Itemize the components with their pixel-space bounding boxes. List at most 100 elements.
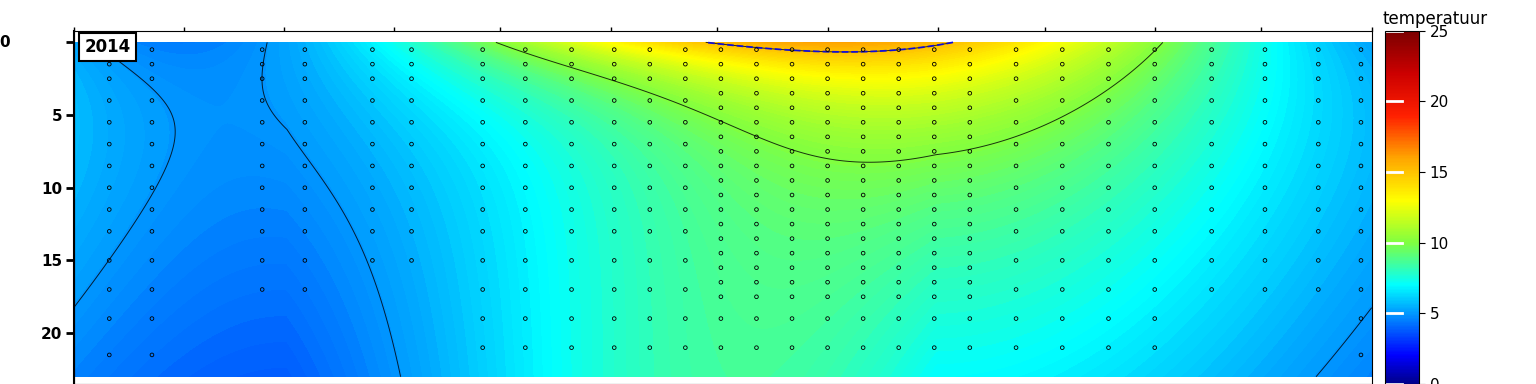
Point — [743, 46, 768, 53]
Point — [1097, 185, 1121, 191]
Point — [140, 98, 164, 104]
Point — [602, 257, 627, 263]
Point — [1003, 207, 1028, 213]
Point — [399, 76, 424, 82]
Point — [886, 344, 911, 351]
Point — [1143, 286, 1167, 293]
Point — [851, 250, 876, 256]
Point — [513, 316, 538, 322]
Point — [816, 221, 840, 227]
Point — [1306, 257, 1330, 263]
Point — [1097, 76, 1121, 82]
Point — [559, 228, 584, 234]
Point — [97, 141, 121, 147]
Point — [399, 119, 424, 126]
Point — [673, 185, 697, 191]
Point — [1003, 119, 1028, 126]
Point — [1143, 185, 1167, 191]
Point — [513, 286, 538, 293]
Point — [1253, 61, 1278, 67]
Point — [957, 148, 982, 154]
Point — [673, 163, 697, 169]
Point — [637, 141, 662, 147]
Point — [780, 105, 805, 111]
Point — [886, 119, 911, 126]
Point — [886, 76, 911, 82]
Point — [140, 352, 164, 358]
Point — [743, 250, 768, 256]
Point — [957, 344, 982, 351]
Point — [97, 257, 121, 263]
Point — [780, 316, 805, 322]
Point — [708, 207, 733, 213]
Point — [708, 250, 733, 256]
Point — [602, 185, 627, 191]
Point — [922, 76, 946, 82]
Point — [399, 46, 424, 53]
Point — [1097, 257, 1121, 263]
Point — [559, 344, 584, 351]
Point — [1200, 185, 1224, 191]
Point — [1051, 141, 1075, 147]
Point — [1097, 141, 1121, 147]
Point — [886, 207, 911, 213]
Point — [470, 228, 495, 234]
Point — [292, 228, 316, 234]
Point — [851, 207, 876, 213]
Point — [559, 163, 584, 169]
Point — [1097, 316, 1121, 322]
Point — [637, 344, 662, 351]
Point — [816, 148, 840, 154]
Point — [816, 344, 840, 351]
Point — [743, 105, 768, 111]
Point — [886, 61, 911, 67]
Point — [637, 163, 662, 169]
Point — [780, 344, 805, 351]
Point — [673, 228, 697, 234]
Point — [957, 105, 982, 111]
Point — [851, 265, 876, 271]
Point — [922, 134, 946, 140]
Point — [816, 279, 840, 285]
Point — [922, 163, 946, 169]
Point — [780, 163, 805, 169]
Point — [708, 294, 733, 300]
Point — [922, 46, 946, 53]
Point — [708, 61, 733, 67]
Point — [1143, 228, 1167, 234]
Point — [1143, 141, 1167, 147]
Point — [559, 185, 584, 191]
Point — [513, 163, 538, 169]
Point — [140, 316, 164, 322]
Point — [708, 163, 733, 169]
Point — [1200, 207, 1224, 213]
Point — [1143, 119, 1167, 126]
Point — [816, 163, 840, 169]
Point — [922, 316, 946, 322]
Point — [637, 76, 662, 82]
Point — [1143, 257, 1167, 263]
Point — [743, 192, 768, 198]
Point — [1143, 46, 1167, 53]
Point — [708, 235, 733, 242]
Point — [1003, 228, 1028, 234]
Point — [1003, 316, 1028, 322]
Point — [708, 134, 733, 140]
Point — [250, 119, 275, 126]
Point — [1051, 98, 1075, 104]
Point — [743, 207, 768, 213]
Point — [292, 286, 316, 293]
Point — [637, 228, 662, 234]
Point — [780, 177, 805, 184]
Point — [559, 257, 584, 263]
Point — [637, 119, 662, 126]
Point — [1051, 344, 1075, 351]
Point — [743, 316, 768, 322]
Point — [1003, 257, 1028, 263]
Point — [957, 177, 982, 184]
Point — [816, 192, 840, 198]
Point — [780, 148, 805, 154]
Point — [1349, 163, 1373, 169]
Point — [359, 185, 384, 191]
Point — [1143, 61, 1167, 67]
